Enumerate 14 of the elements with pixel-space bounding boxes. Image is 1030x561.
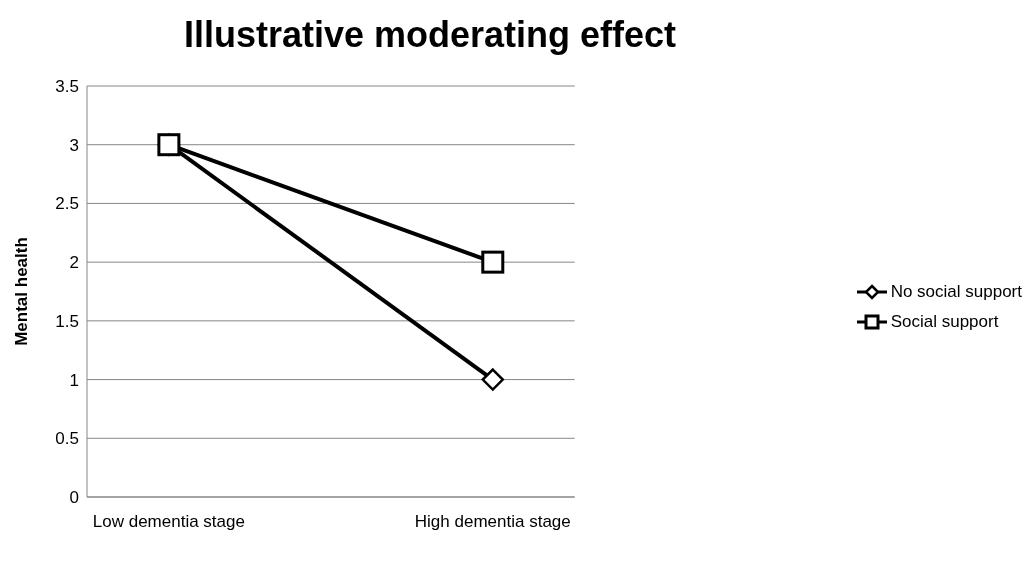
chart-title: Illustrative moderating effect: [182, 14, 678, 56]
y-tick-label: 3.5: [55, 77, 79, 97]
x-tick-label: Low dementia stage: [92, 512, 245, 532]
y-tick-label: 3: [69, 135, 79, 155]
legend-label: Social support: [890, 311, 999, 332]
legend-label: No social support: [890, 281, 1022, 302]
y-tick-label: 0: [69, 488, 79, 508]
y-axis-title: Mental health: [12, 237, 32, 346]
x-tick-label: High dementia stage: [414, 512, 571, 532]
y-tick-label: 2.5: [55, 194, 79, 214]
y-tick-label: 0.5: [55, 429, 79, 449]
y-tick-label: 2: [69, 253, 79, 273]
y-tick-label: 1: [69, 370, 79, 390]
y-tick-label: 1.5: [55, 311, 79, 331]
